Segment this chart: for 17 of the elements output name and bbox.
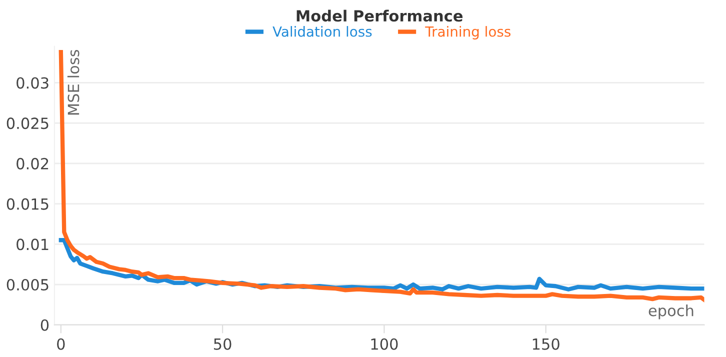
y-tick-label: 0.01 <box>16 238 48 250</box>
line-series <box>58 50 704 302</box>
y-tick-label: 0 <box>40 319 49 331</box>
x-tick-label: 150 <box>532 338 560 350</box>
y-axis-title: MSE loss <box>67 50 80 115</box>
x-tick-label: 0 <box>57 338 65 350</box>
y-tick-label: 0.025 <box>6 118 48 130</box>
y-tick-label: 0.015 <box>6 198 48 210</box>
legend-label: Validation loss <box>272 26 372 37</box>
y-tick-label: 0.005 <box>6 278 48 291</box>
x-tick-label: 50 <box>214 338 232 350</box>
y-tick-label: 0.02 <box>16 158 48 170</box>
x-axis-title: epoch <box>648 304 694 320</box>
x-tick-label: 100 <box>371 338 398 350</box>
y-tick-label: 0.03 <box>16 77 48 89</box>
chart-title: Model Performance <box>296 10 463 22</box>
legend-label: Training loss <box>425 26 510 40</box>
